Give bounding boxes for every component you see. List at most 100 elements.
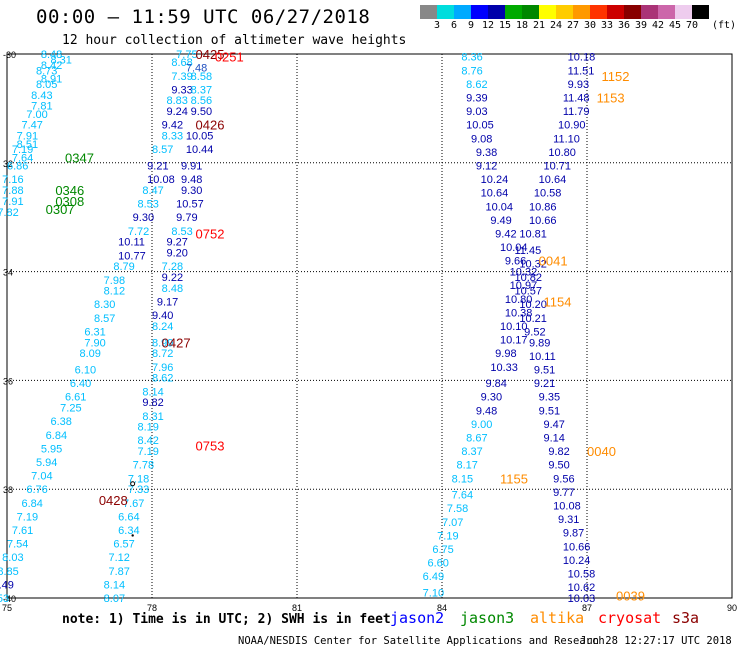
swh-value: 9.21 [534,378,555,390]
swh-value: 7.19 [437,530,458,542]
swh-value: 7.91 [2,196,23,208]
lat-tick-label: -40 [3,594,16,604]
swh-value: 8.30 [94,299,115,311]
swh-value: 8.53 [138,199,159,211]
swh-value: 9.27 [167,237,188,249]
swh-value: 8.58 [191,71,212,83]
swh-value: 9.08 [471,133,492,145]
swh-value: 8.14 [142,386,163,398]
swh-value: 10.04 [486,201,514,213]
pass-time-label: 0251 [215,50,244,65]
pass-time-label: 0040 [587,444,616,459]
swh-value: 7.28 [162,261,183,273]
swh-value: 7.78 [133,460,154,472]
swh-value: 10.38 [505,307,533,319]
colorbar-swatch [607,5,624,19]
swh-value: 8.57 [152,144,173,156]
swh-value: 9.87 [563,528,584,540]
swh-value: 7.10 [423,588,444,600]
swh-value: 9.66 [505,256,526,268]
credit-text: NOAA/NESDIS Center for Satellite Applica… [238,635,605,647]
swh-value: 8.36 [461,52,482,64]
swh-value: 10.20 [519,299,547,311]
swh-value: 9.35 [539,392,560,404]
swh-value: 8.76 [461,65,482,77]
swh-value: 8.37 [461,446,482,458]
swh-value: 8.99 [152,337,173,349]
colorbar-swatch [539,5,556,19]
swh-value: 10.08 [553,501,581,513]
swh-value: 9.31 [558,514,579,526]
swh-value: 7.47 [22,120,43,132]
colorbar-label: 6 [450,20,458,31]
colorbar-swatch [692,5,709,19]
swh-value: 7.18 [128,473,149,485]
swh-value: 7.61 [12,525,33,537]
map-title: 00:00 – 11:59 UTC 06/27/2018 [36,6,371,28]
swh-value: 7.91 [17,131,38,143]
swh-value: 6.84 [22,498,43,510]
swh-value: 8.17 [457,460,478,472]
lat-tick-label: 32 [3,159,13,169]
swh-value: 7.39 [171,71,192,83]
swh-value: 11.45 [515,245,542,257]
swh-value: 10.10 [500,321,528,333]
swh-value: 9.40 [152,310,173,322]
swh-value: 8.48 [41,49,62,61]
swh-value: 6.84 [46,430,67,442]
swh-value: 8.48 [162,283,183,295]
swh-value: 8.47 [142,185,163,197]
colorbar-swatch [522,5,539,19]
swh-value: 6.75 [432,544,453,556]
swh-value: 10.11 [118,237,145,249]
swh-value: 7.81 [31,101,52,113]
footnote: note: 1) Time is in UTC; 2) SWH is in fe… [62,612,391,627]
swh-value: 8.05 [36,79,57,91]
lon-tick-label: 90 [727,603,737,613]
colorbar-label: 33 [600,20,614,31]
swh-value: 10.90 [558,120,586,132]
swh-value: 6.60 [428,558,449,570]
swh-value: 7.04 [31,471,52,483]
colorbar-swatch [675,5,692,19]
swh-value: 10.24 [563,555,591,567]
legend-jason3: jason3 [460,609,515,627]
swh-value: 7.82 [0,207,19,219]
swh-value: 9.56 [553,473,574,485]
pass-time-label: 0426 [196,118,225,133]
pass-time-label: 0427 [162,335,191,350]
swh-value: 8.42 [41,60,62,72]
swh-value: 9.89 [529,337,550,349]
swh-value: 8.53 [171,226,192,238]
colorbar-label: 15 [498,20,512,31]
swh-value: 10.71 [544,161,572,173]
swh-value: 10.82 [515,272,543,284]
wave-height-colorbar [420,5,709,19]
swh-value: 9.52 [524,326,545,338]
pass-time-label: 0308 [55,194,84,209]
swh-value: 8.73 [36,65,57,77]
legend-cryosat: cryosat [598,609,662,627]
swh-value: 9.42 [162,120,183,132]
swh-value: 7.12 [109,552,130,564]
swh-value: 9.49 [0,579,14,591]
swh-value: 8.12 [104,286,125,298]
swh-value: 7.16 [2,174,23,186]
swh-value: 9.12 [476,161,497,173]
swh-value: 8.68 [171,57,192,69]
swh-value: 7.90 [84,337,105,349]
swh-value: 9.91 [181,161,202,173]
swh-value: 8.24 [152,321,173,333]
swh-value: 8.09 [80,348,101,360]
swh-value: 10.80 [548,147,576,159]
swh-value: 7.54 [7,539,28,551]
swh-value: 9.50 [191,106,212,118]
swh-value: 9.51 [539,405,560,417]
swh-value: 8.14 [104,579,125,591]
pass-time-label: 1154 [544,295,572,310]
swh-value: 10.32 [510,267,538,279]
swh-value: 8.83 [167,95,188,107]
swh-value: 9.39 [466,93,487,105]
swh-value: 8.62 [466,79,487,91]
swh-value: 8.19 [138,422,159,434]
